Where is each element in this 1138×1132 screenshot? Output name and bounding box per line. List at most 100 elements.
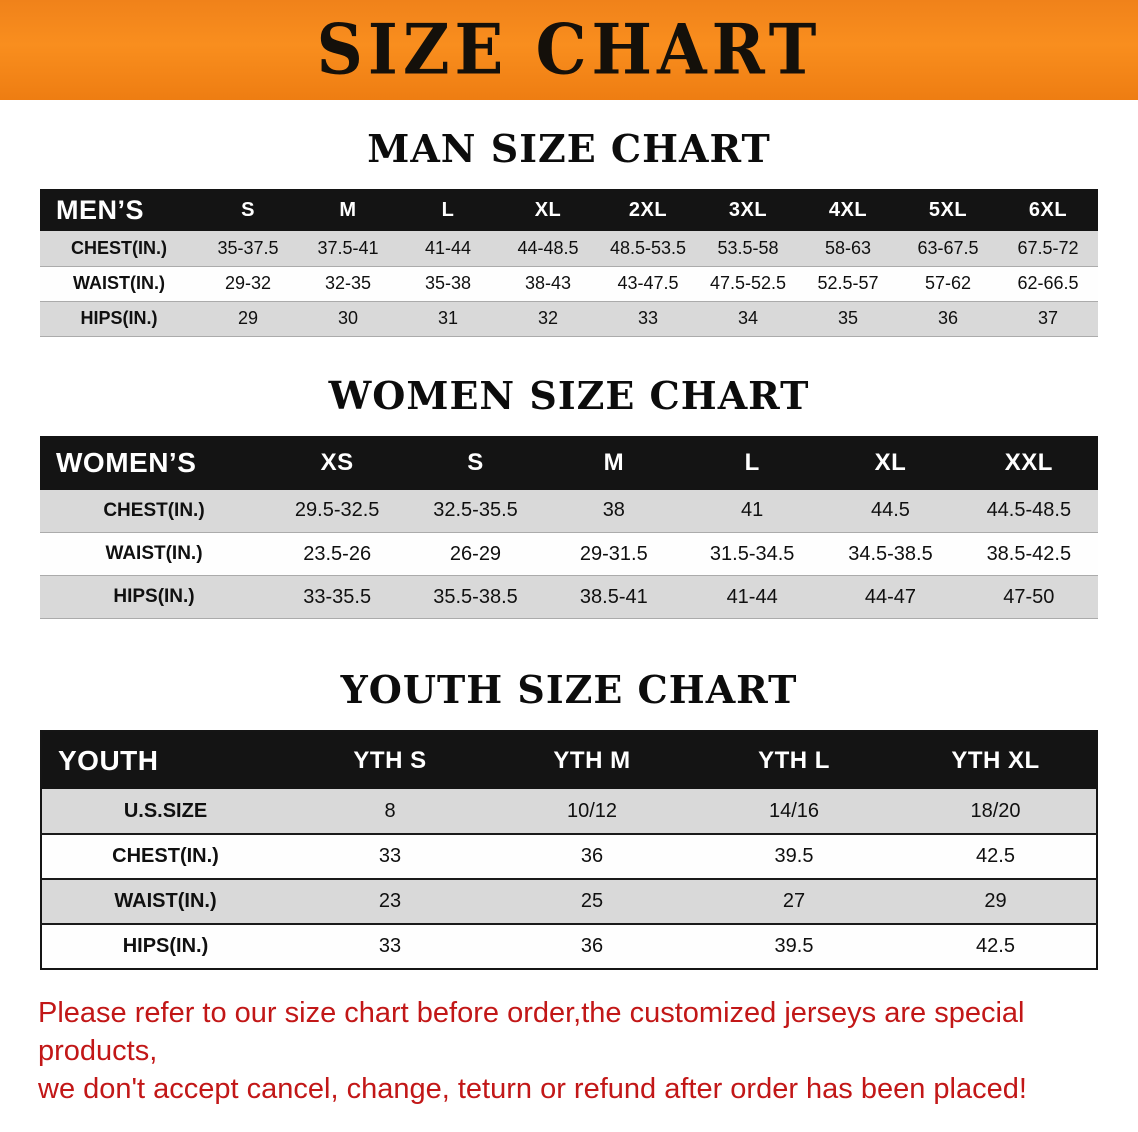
size-value-cell: 23.5-26	[303, 542, 372, 565]
size-value-cell: 31	[437, 308, 459, 328]
row-label-cell: WAIST(IN.)	[114, 890, 217, 912]
size-value-cell: 35	[837, 308, 859, 328]
size-value-cell: 38.5-41	[579, 585, 648, 608]
men-table-body: CHEST(IN.) 35-37.5 37.5-41 41-44 44-48.5 48.5…	[40, 231, 1098, 336]
men-size-section: MAN SIZE CHART MEN’S S M L XL 2XL 3XL 4XL 5XL 6XL…	[0, 126, 1138, 337]
size-header-cell: L	[441, 198, 455, 221]
size-header-cell: 2XL	[628, 198, 668, 221]
size-value-cell: 35.5-38.5	[433, 585, 518, 608]
men-table-header-row: MEN’S S M L XL 2XL 3XL 4XL 5XL 6XL	[40, 189, 1098, 231]
women-table-body: CHEST(IN.) 29.5-32.5 32.5-35.5 38 41 44.5 44.5…	[40, 489, 1098, 619]
size-value-cell: 27	[782, 890, 806, 912]
size-value-cell: 30	[337, 308, 359, 328]
table-title-cell: MEN’S	[56, 194, 145, 225]
size-header-cell: XL	[534, 198, 562, 221]
size-value-cell: 33	[378, 935, 402, 957]
size-value-cell: 57-62	[924, 273, 972, 293]
youth-size-table: YOUTH YTH S YTH M YTH L YTH XL U.S.SIZE 8 10/1…	[40, 730, 1098, 970]
size-value-cell: 37.5-41	[317, 237, 379, 258]
size-value-cell: 53.5-58	[717, 237, 779, 258]
size-value-cell: 38-43	[524, 273, 572, 293]
women-size-table: WOMEN’S XS S M L XL XXL CHEST(IN.) 29.5-32.5 32.…	[40, 435, 1098, 620]
measurement-row: CHEST(IN.) 29.5-32.5 32.5-35.5 38 41 44.5 44.5…	[40, 489, 1098, 533]
size-value-cell: 29	[237, 308, 259, 328]
size-header-cell: 5XL	[928, 198, 968, 221]
size-value-cell: 26-29	[449, 542, 502, 565]
size-value-cell: 44.5	[871, 499, 910, 522]
youth-table-header-row: YOUTH YTH S YTH M YTH L YTH XL	[41, 731, 1097, 789]
size-value-cell: 36	[580, 845, 604, 867]
women-table-header-row: WOMEN’S XS S M L XL XXL	[40, 435, 1098, 490]
measurement-row: WAIST(IN.) 29-32 32-35 35-38 38-43 43-47.5 47.…	[40, 266, 1098, 301]
size-value-cell: 23	[378, 890, 402, 912]
size-value-cell: 44-47	[864, 585, 917, 608]
banner: SIZE CHART	[0, 0, 1138, 100]
size-header-cell: L	[744, 448, 760, 476]
row-label-cell: CHEST(IN.)	[71, 237, 167, 258]
size-header-cell: XXL	[1004, 448, 1053, 476]
size-chart-page: SIZE CHART MAN SIZE CHART MEN’S S M L XL 2XL 3…	[0, 0, 1138, 1108]
size-value-cell: 35-37.5	[217, 237, 279, 258]
measurement-row: HIPS(IN.) 33 36 39.5 42.5	[41, 924, 1097, 969]
row-label-cell: HIPS(IN.)	[122, 935, 209, 957]
size-header-cell: XL	[874, 448, 907, 476]
measurement-row: HIPS(IN.) 33-35.5 35.5-38.5 38.5-41 41-44 44-…	[40, 575, 1098, 619]
row-label-cell: WAIST(IN.)	[105, 543, 203, 564]
size-header-cell: 3XL	[728, 198, 768, 221]
size-value-cell: 38.5-42.5	[986, 542, 1072, 565]
footer-notice: Please refer to our size chart before or…	[38, 994, 1110, 1108]
size-value-cell: 32	[537, 308, 559, 328]
size-value-cell: 52.5-57	[817, 273, 879, 293]
size-value-cell: 33	[637, 308, 659, 328]
size-value-cell: 44.5-48.5	[986, 499, 1072, 522]
size-value-cell: 36	[580, 935, 604, 957]
size-value-cell: 29.5-32.5	[294, 499, 380, 522]
row-label-cell: CHEST(IN.)	[112, 845, 219, 867]
youth-table-body: U.S.SIZE 8 10/12 14/16 18/20 CHEST(IN.) 33 36 39…	[41, 789, 1097, 969]
size-value-cell: 25	[580, 890, 604, 912]
size-value-cell: 37	[1037, 308, 1059, 328]
size-value-cell: 29-31.5	[579, 542, 648, 565]
size-header-cell: 4XL	[828, 198, 868, 221]
size-header-cell: M	[339, 198, 357, 221]
size-value-cell: 42.5	[976, 845, 1015, 867]
size-value-cell: 34	[737, 308, 759, 328]
measurement-row: CHEST(IN.) 33 36 39.5 42.5	[41, 834, 1097, 879]
size-value-cell: 41	[741, 499, 764, 522]
size-header-cell: YTH L	[758, 746, 830, 774]
size-value-cell: 36	[937, 308, 959, 328]
women-size-section: WOMEN SIZE CHART WOMEN’S XS S M L XL XXL CHEST…	[0, 373, 1138, 620]
size-header-cell: M	[603, 448, 625, 476]
size-header-cell: 6XL	[1028, 198, 1068, 221]
size-value-cell: 29-32	[224, 273, 272, 293]
size-header-cell: YTH XL	[951, 746, 1040, 774]
size-value-cell: 63-67.5	[917, 237, 979, 258]
table-title-cell: WOMEN’S	[56, 446, 197, 478]
size-value-cell: 39.5	[774, 935, 814, 957]
size-value-cell: 8	[384, 799, 396, 822]
row-label-cell: HIPS(IN.)	[80, 308, 158, 328]
size-header-cell: YTH M	[553, 746, 631, 774]
size-value-cell: 31.5-34.5	[709, 542, 795, 565]
youth-size-section: YOUTH SIZE CHART YOUTH YTH S YTH M YTH L YTH…	[0, 667, 1138, 970]
measurement-row: U.S.SIZE 8 10/12 14/16 18/20	[41, 789, 1097, 834]
row-label-cell: WAIST(IN.)	[73, 273, 165, 293]
size-value-cell: 10/12	[566, 799, 618, 822]
row-label-cell: HIPS(IN.)	[113, 586, 195, 607]
size-value-cell: 34.5-38.5	[848, 542, 933, 565]
youth-section-heading: YOUTH SIZE CHART	[340, 667, 798, 712]
row-label-cell: U.S.SIZE	[123, 799, 208, 822]
row-label-cell: CHEST(IN.)	[103, 499, 205, 521]
men-section-heading: MAN SIZE CHART	[367, 126, 771, 171]
measurement-row: CHEST(IN.) 35-37.5 37.5-41 41-44 44-48.5 48.5…	[40, 231, 1098, 266]
table-title-cell: YOUTH	[58, 744, 159, 776]
size-value-cell: 18/20	[970, 799, 1021, 822]
size-value-cell: 42.5	[976, 935, 1015, 957]
measurement-row: WAIST(IN.) 23.5-26 26-29 29-31.5 31.5-34.5 34…	[40, 532, 1098, 576]
size-value-cell: 35-38	[424, 273, 472, 293]
size-value-cell: 38	[602, 499, 625, 522]
size-value-cell: 29	[984, 890, 1007, 912]
size-header-cell: XS	[320, 448, 354, 476]
size-value-cell: 41-44	[424, 237, 472, 258]
size-value-cell: 41-44	[726, 585, 778, 608]
